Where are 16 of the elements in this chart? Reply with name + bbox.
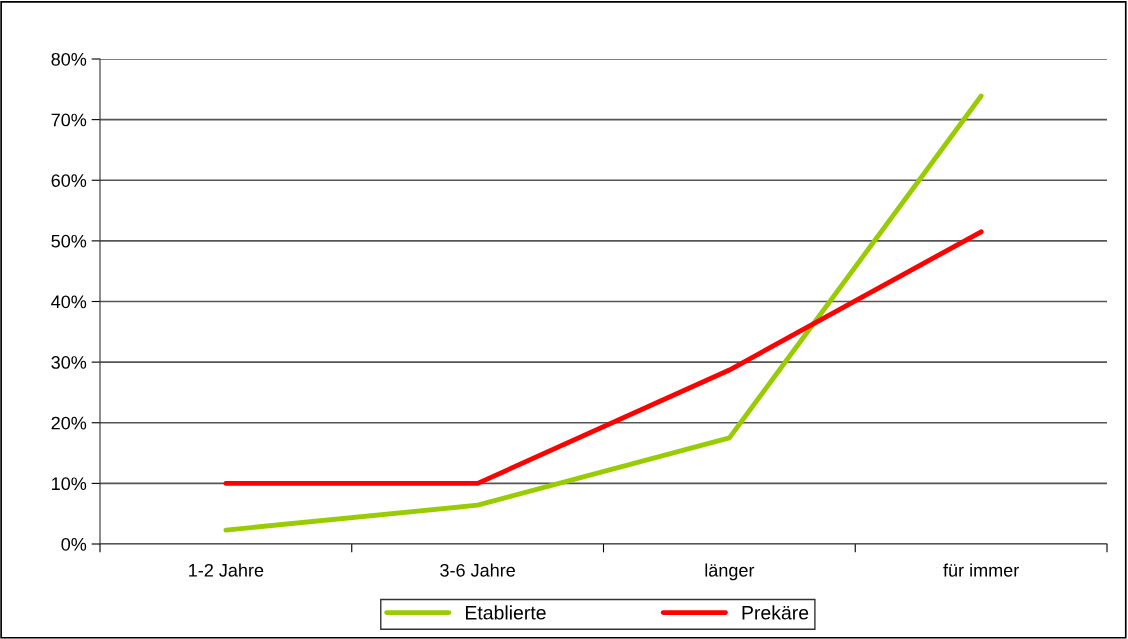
y-tick-label: 10% — [52, 477, 87, 491]
y-tick-label: 0% — [61, 537, 87, 551]
x-tick-label: 1-2 Jahre — [189, 563, 264, 577]
legend-label: Etablierte — [465, 605, 546, 620]
x-tick-label: 3-6 Jahre — [440, 563, 515, 577]
y-tick-label: 30% — [51, 356, 87, 369]
y-tick-label: 50% — [51, 234, 87, 248]
y-tick-label: 40% — [51, 295, 87, 309]
y-tick-label: 60% — [51, 174, 87, 187]
x-tick-label: für immer — [943, 563, 1019, 577]
line-series — [223, 93, 984, 533]
y-tick-label: 80% — [51, 52, 87, 66]
x-tick-label: länger — [705, 563, 755, 581]
legend-label: Prekäre — [742, 605, 809, 620]
y-tick-label: 20% — [51, 416, 87, 430]
y-tick-label: 70% — [51, 113, 87, 127]
